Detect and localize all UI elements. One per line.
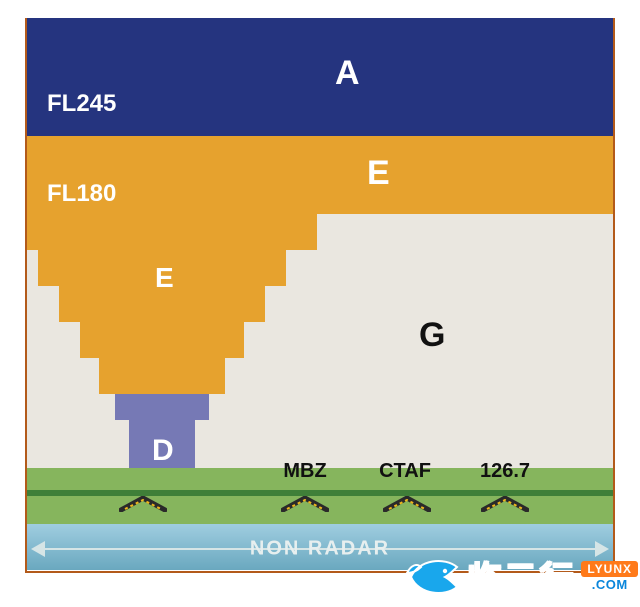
fl180-label: FL180 <box>47 180 116 208</box>
frequency-label: CTAF <box>379 460 431 483</box>
class-e-step <box>27 358 613 394</box>
runway-icon <box>481 496 529 512</box>
arrow-right-icon <box>595 541 609 557</box>
class-d-label: D <box>152 434 174 468</box>
watermark-badge-bottom: .COM <box>581 577 638 592</box>
class-e-upper-label: E <box>367 154 390 193</box>
class-e-steps-label: E <box>155 262 174 294</box>
class-d-cap <box>115 394 209 420</box>
non-radar-label: NON RADAR <box>240 538 400 561</box>
airspace-diagram: A FL245 E FL180 G E D MBZCTAF126.7 NON R… <box>25 18 615 573</box>
class-a-band <box>27 18 613 136</box>
non-radar-bar: NON RADAR <box>27 530 613 568</box>
frequency-label: 126.7 <box>480 460 530 483</box>
frequency-label: MBZ <box>283 460 326 483</box>
class-e-step <box>27 214 613 250</box>
class-e-step <box>27 286 613 322</box>
class-e-step <box>27 250 613 286</box>
class-e-step <box>27 322 613 358</box>
runway-icon <box>119 496 167 512</box>
runway-icon <box>383 496 431 512</box>
runway-icon <box>281 496 329 512</box>
fl245-label: FL245 <box>47 90 116 118</box>
arrow-left-icon <box>31 541 45 557</box>
class-a-label: A <box>335 54 360 93</box>
